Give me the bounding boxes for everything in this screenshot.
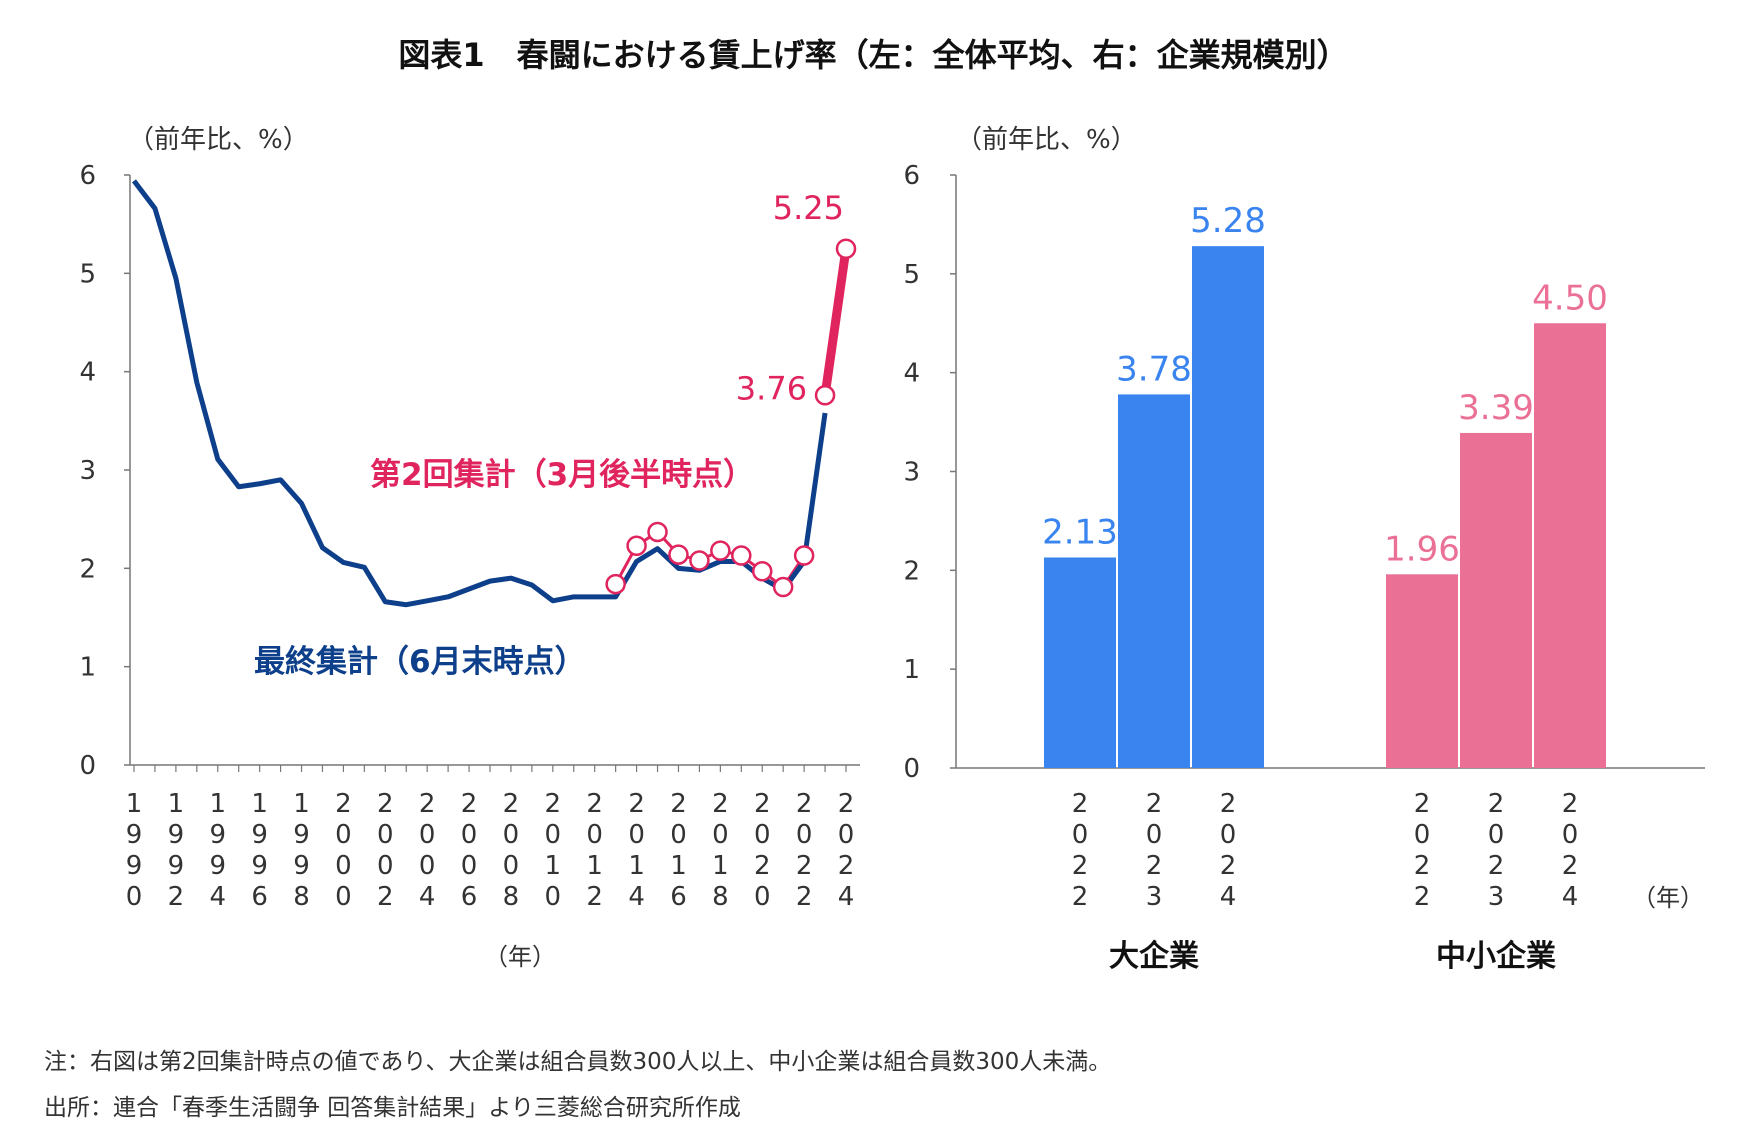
data-point-second-tally: [835, 238, 857, 259]
data-point-second-tally: [793, 545, 815, 566]
data-point-second-tally: [710, 540, 731, 561]
data-point-second-tally: [772, 576, 794, 598]
y-unit-label: （前年比、%）: [956, 125, 1137, 155]
bar: [1044, 557, 1116, 768]
y-tick-label: 5: [79, 259, 96, 289]
data-point-second-tally: [626, 535, 647, 556]
y-tick-label: 3: [903, 458, 920, 488]
bar: [1192, 246, 1264, 768]
y-tick-label: 5: [903, 260, 920, 290]
figure-note: 注：右図は第2回集計時点の値であり、大企業は組合員数300人以上、中小企業は組合…: [44, 1049, 1112, 1075]
y-tick-label: 3: [79, 456, 96, 486]
x-axis-label: （年）: [1632, 884, 1704, 912]
y-tick-label: 1: [79, 653, 96, 683]
bar-chart: （前年比、%） 0 1 2 3 4 5 6 2.13 2 0 2 2 3.78 2 0 2 3 5.28 2 0 2 4 大企…: [903, 125, 1705, 974]
data-label: 5.28: [1190, 201, 1266, 241]
data-point-second-tally: [751, 561, 773, 582]
data-label: 2.13: [1042, 512, 1118, 552]
y-tick-label: 4: [903, 359, 920, 389]
data-point-second-tally: [605, 573, 626, 595]
y-tick-label: 2: [903, 556, 920, 586]
y-unit-label: （前年比、%）: [128, 125, 309, 155]
figure-title: 図表1 春闘における賃上げ率（左：全体平均、右：企業規模別）: [398, 36, 1349, 74]
group-label: 大企業: [1109, 939, 1199, 974]
y-tick-label: 4: [79, 358, 96, 388]
y-tick-label: 0: [79, 751, 96, 781]
data-label: 3.39: [1458, 388, 1534, 428]
series-line-final-tally: [132, 179, 828, 608]
bar: [1386, 574, 1458, 768]
y-tick-label: 1: [903, 655, 920, 685]
bar: [1118, 394, 1190, 768]
figure-source: 出所：連合「春季生活闘争 回答集計結果」より三菱総合研究所作成: [44, 1095, 741, 1121]
data-point-second-tally: [668, 544, 689, 565]
series-label-second-tally: 第2回集計（3月後半時点）: [370, 457, 754, 493]
data-point-second-tally: [814, 385, 836, 406]
y-tick-label: 2: [79, 554, 96, 584]
data-label: 1.96: [1384, 529, 1460, 569]
data-point-second-tally: [647, 521, 668, 543]
data-label: 3.76: [736, 369, 807, 407]
y-tick-label: 6: [79, 161, 96, 191]
line-chart: （前年比、%） 0 1 2 3 4 5 6 1 9 9 0 1 9 9 2 1 9 9 4 1 9 9 6 1 9 9 8 2 0 0 0 2 0…: [79, 125, 860, 971]
data-label: 4.50: [1532, 278, 1608, 318]
series-line-second-tally: [614, 529, 806, 590]
y-tick-label: 6: [903, 161, 920, 191]
group-label: 中小企業: [1436, 939, 1556, 974]
bar: [1534, 323, 1606, 768]
series-line-second-tally-recent: [820, 248, 851, 396]
y-tick-label: 0: [903, 754, 920, 784]
x-axis-label: （年）: [484, 943, 556, 971]
data-label: 3.78: [1116, 349, 1192, 389]
data-point-second-tally: [731, 545, 752, 566]
bar: [1460, 432, 1532, 768]
data-point-second-tally: [689, 550, 710, 571]
series-label-final-tally: 最終集計（6月末時点）: [254, 644, 586, 680]
data-label: 5.25: [773, 189, 844, 227]
